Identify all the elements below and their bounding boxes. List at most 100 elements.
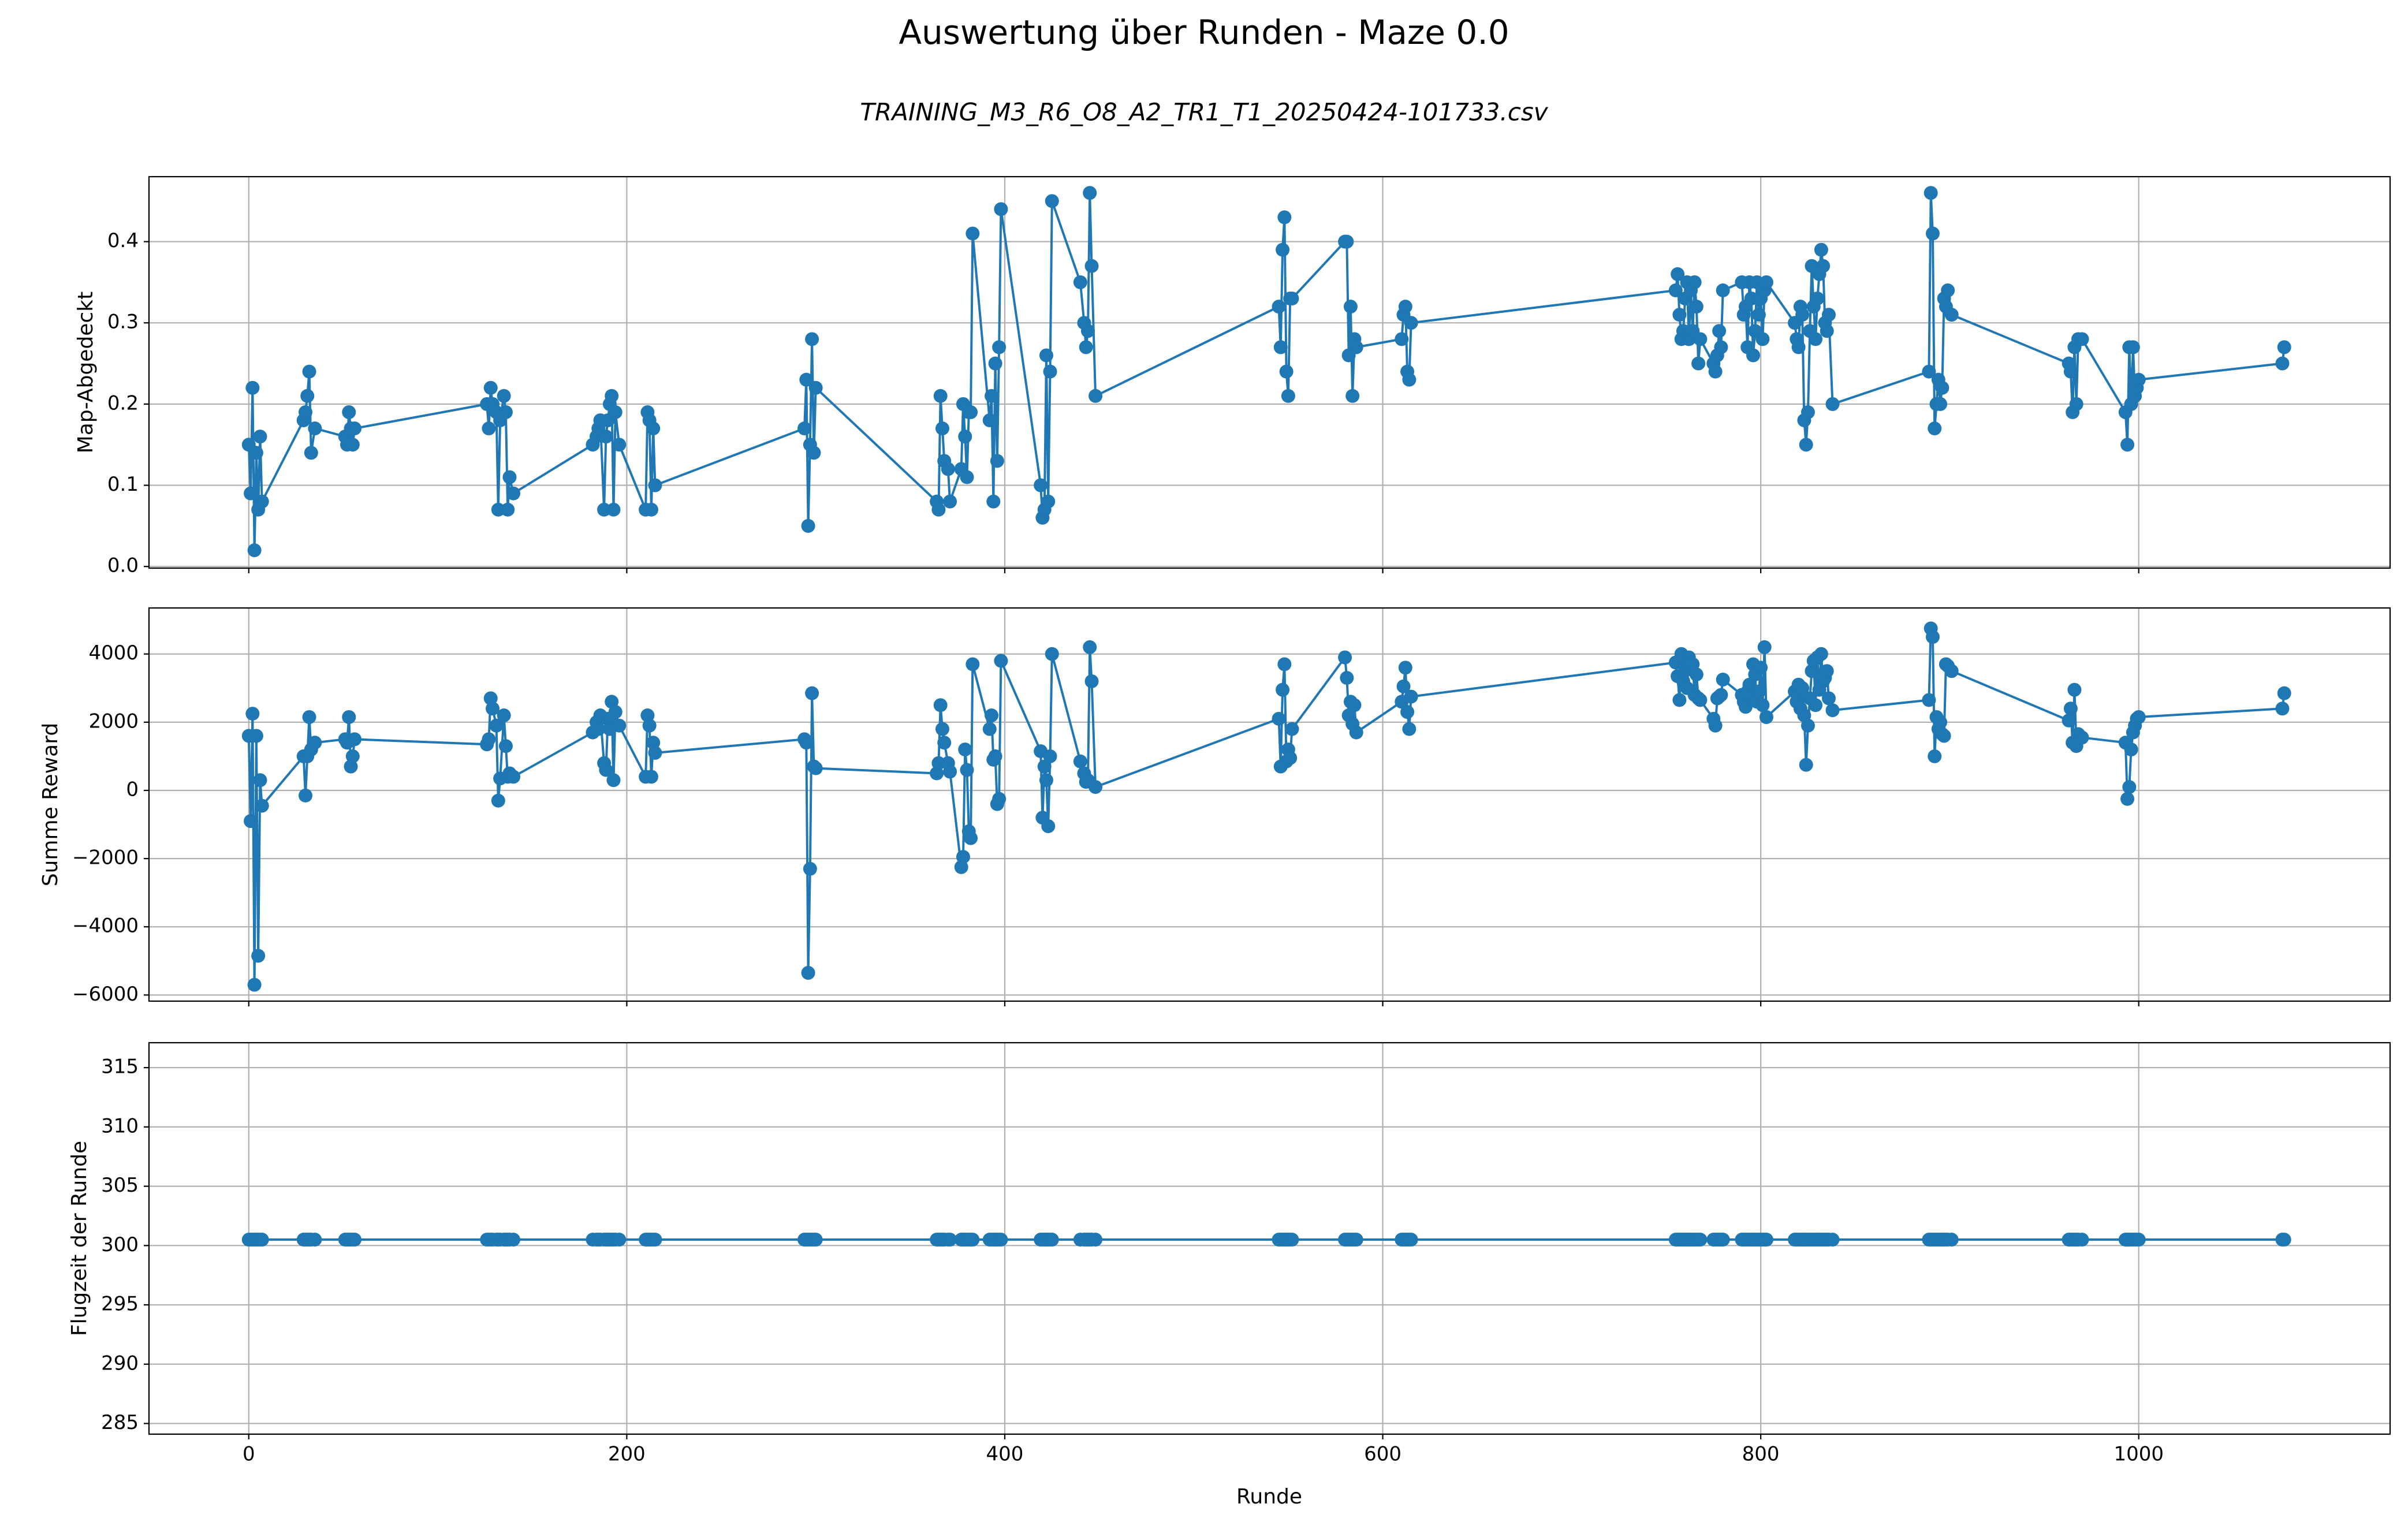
data-point <box>1944 664 1959 678</box>
data-point <box>2122 780 2137 794</box>
data-point <box>2120 792 2135 806</box>
y-axis-label: Summe Reward <box>39 723 62 886</box>
data-point <box>1043 749 1057 763</box>
x-tick-label: 400 <box>986 1443 1024 1466</box>
data-point <box>644 502 658 517</box>
y-tick-label: 0.4 <box>107 229 139 252</box>
data-point <box>994 654 1008 668</box>
data-point <box>807 446 821 460</box>
data-point <box>801 965 815 980</box>
data-point <box>606 773 621 788</box>
data-point <box>605 389 619 403</box>
data-point <box>1349 725 1363 740</box>
data-point <box>1801 405 1815 419</box>
data-point <box>2275 356 2290 371</box>
data-point <box>1691 356 1706 371</box>
data-point <box>2131 372 2146 387</box>
data-point <box>498 739 513 753</box>
data-point <box>2069 397 2083 411</box>
data-point <box>1084 674 1099 688</box>
data-point <box>1045 647 1059 661</box>
data-point <box>342 710 356 725</box>
data-point <box>497 708 511 723</box>
data-point <box>608 405 622 419</box>
data-point <box>1402 722 1417 736</box>
data-point <box>1716 283 1730 297</box>
y-tick-label: −2000 <box>72 846 139 870</box>
data-point <box>943 764 957 779</box>
data-point <box>803 861 817 876</box>
data-point <box>249 446 263 460</box>
data-point <box>1668 283 1683 297</box>
data-point <box>648 746 662 760</box>
data-point <box>1922 693 1936 707</box>
data-point <box>994 202 1008 217</box>
data-point <box>935 722 949 736</box>
data-point <box>1933 397 1948 411</box>
data-point <box>348 421 362 436</box>
data-point <box>960 763 974 777</box>
data-point <box>1349 1233 1363 1247</box>
x-axis-label: Runde <box>1236 1485 1302 1509</box>
data-point <box>2131 710 2146 725</box>
data-point <box>964 405 978 419</box>
axes-frame <box>148 176 2391 569</box>
data-point <box>1272 711 1286 726</box>
data-point <box>960 470 974 484</box>
data-point <box>1693 332 1708 346</box>
data-point <box>1693 693 1708 707</box>
axes-frame <box>148 607 2391 1002</box>
data-point <box>1825 703 1840 718</box>
y-tick-label: 315 <box>101 1055 139 1079</box>
data-point <box>1708 718 1723 733</box>
y-tick-label: 0 <box>126 778 139 801</box>
data-point <box>1398 660 1412 675</box>
data-point <box>2277 686 2291 700</box>
data-point <box>2120 438 2135 452</box>
data-point <box>1689 300 1704 314</box>
data-point <box>253 773 267 788</box>
data-point <box>1277 657 1292 671</box>
data-point <box>1273 340 1288 354</box>
data-point <box>245 707 260 721</box>
data-point <box>1816 259 1831 273</box>
data-point <box>308 736 322 750</box>
data-point <box>1925 630 1940 644</box>
data-point <box>2124 742 2138 757</box>
data-point <box>302 710 316 725</box>
x-tick-label: 200 <box>608 1443 646 1466</box>
data-point <box>1754 660 1768 675</box>
data-point <box>642 718 657 733</box>
data-point <box>1716 1233 1730 1247</box>
data-point <box>1672 693 1687 707</box>
figure-subtitle: TRAINING_M3_R6_O8_A2_TR1_T1_20250424-101… <box>860 98 1548 126</box>
data-point <box>1801 718 1815 733</box>
data-point <box>1814 242 1828 257</box>
data-point <box>482 421 496 436</box>
data-point <box>501 502 515 517</box>
data-point <box>1799 438 1813 452</box>
data-point <box>1276 242 1290 257</box>
data-point <box>1041 494 1056 509</box>
data-point <box>344 759 358 774</box>
subplot: −6000 −4000 −2000 0 2000 4000 Summe Reward <box>39 607 2391 1006</box>
data-point <box>1338 650 1352 665</box>
data-point <box>808 1233 823 1247</box>
data-point <box>1039 773 1053 788</box>
data-point <box>308 1233 322 1247</box>
data-point <box>1928 749 1942 763</box>
data-point <box>486 701 500 716</box>
y-axis-label: Flugzeit der Runde <box>68 1141 91 1336</box>
data-point <box>1083 186 1097 200</box>
data-point <box>1073 275 1087 289</box>
y-tick-label: −6000 <box>72 983 139 1006</box>
data-point <box>1089 780 1103 794</box>
data-point <box>988 356 1002 371</box>
data-point <box>1285 722 1299 736</box>
data-point <box>648 1233 662 1247</box>
data-point <box>1079 340 1093 354</box>
data-point <box>1805 664 1819 678</box>
data-point <box>935 421 949 436</box>
data-point <box>1799 757 1813 772</box>
